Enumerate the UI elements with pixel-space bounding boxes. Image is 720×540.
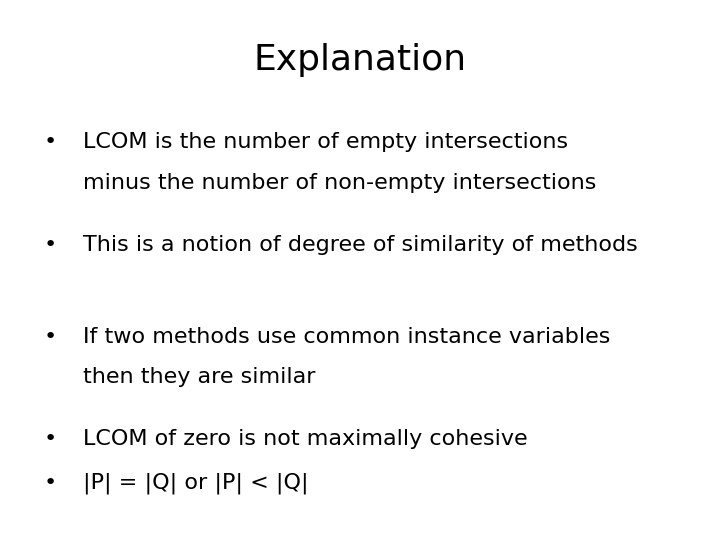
Text: LCOM is the number of empty intersections: LCOM is the number of empty intersection…	[83, 132, 568, 152]
Text: If two methods use common instance variables: If two methods use common instance varia…	[83, 327, 610, 347]
Text: LCOM of zero is not maximally cohesive: LCOM of zero is not maximally cohesive	[83, 429, 528, 449]
Text: •: •	[43, 472, 56, 492]
Text: Explanation: Explanation	[253, 43, 467, 77]
Text: |P| = |Q| or |P| < |Q|: |P| = |Q| or |P| < |Q|	[83, 472, 308, 494]
Text: •: •	[43, 327, 56, 347]
Text: minus the number of non-empty intersections: minus the number of non-empty intersecti…	[83, 173, 596, 193]
Text: then they are similar: then they are similar	[83, 367, 315, 387]
Text: •: •	[43, 132, 56, 152]
Text: This is a notion of degree of similarity of methods: This is a notion of degree of similarity…	[83, 235, 637, 255]
Text: •: •	[43, 429, 56, 449]
Text: •: •	[43, 235, 56, 255]
